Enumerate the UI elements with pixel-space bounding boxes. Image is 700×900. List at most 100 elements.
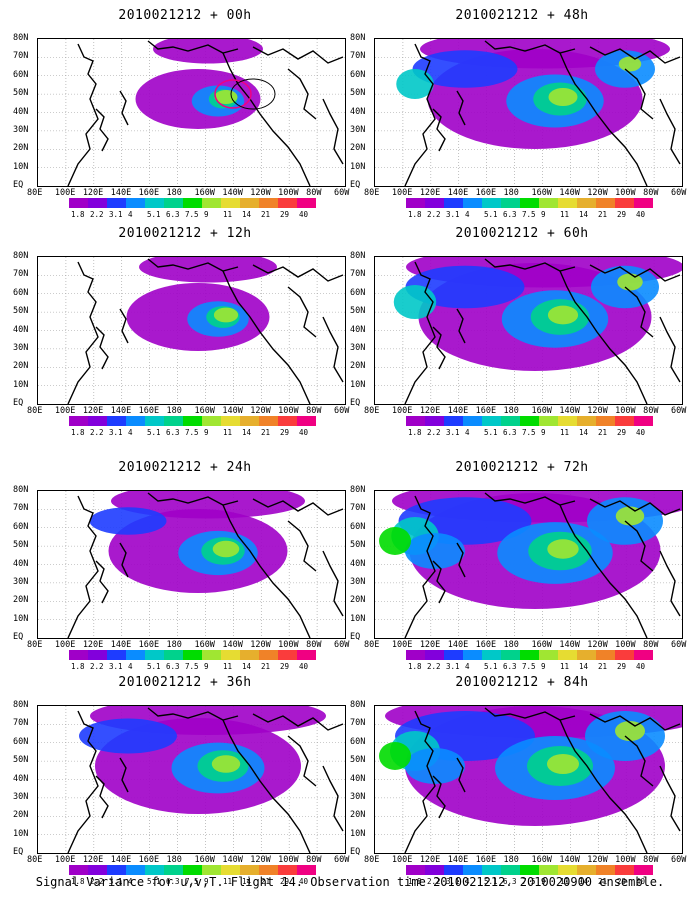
- coastline: [95, 108, 109, 152]
- colorbar-swatch: [596, 650, 615, 660]
- x-tick-label: 120E: [82, 855, 104, 865]
- x-tick-label: 100E: [391, 855, 413, 865]
- colorbar-label: 11: [560, 428, 570, 437]
- x-tick-label: 120W: [250, 406, 271, 416]
- x-tick-label: 160E: [138, 855, 160, 865]
- colorbar-label: 2.2: [90, 662, 104, 671]
- colorbar-swatch: [278, 650, 297, 660]
- x-tick-label: 80E: [27, 640, 43, 650]
- coastline: [404, 710, 436, 853]
- colorbar-swatch: [202, 416, 221, 426]
- colorbar-label: 7.5: [185, 210, 199, 219]
- colorbar-label: 40: [636, 210, 646, 219]
- x-tick-label: 160E: [138, 406, 160, 416]
- x-tick-label: 160E: [138, 640, 160, 650]
- colorbar-swatch: [463, 865, 482, 875]
- y-tick-label: 40N: [350, 558, 366, 569]
- y-tick-label: 60N: [13, 287, 29, 298]
- colorbar-swatch: [444, 198, 463, 208]
- y-tick-label: 40N: [13, 106, 29, 117]
- x-tick-label: 100W: [278, 640, 299, 650]
- x-tick-label: 180: [166, 855, 182, 865]
- colorbar: [69, 416, 316, 426]
- colorbar-label: 29: [280, 210, 290, 219]
- coastline: [95, 560, 109, 604]
- colorbar-label: 11: [223, 210, 233, 219]
- x-tick-label: 160W: [194, 640, 215, 650]
- x-tick-label: 140W: [222, 188, 243, 198]
- colorbar-swatch: [183, 865, 202, 875]
- y-tick-label: 80N: [13, 700, 29, 710]
- colorbar-swatch: [444, 416, 463, 426]
- y-tick-label: 30N: [350, 791, 366, 802]
- y-tick-label: 60N: [13, 521, 29, 532]
- coastline: [659, 550, 681, 617]
- colorbar-label: 29: [280, 877, 290, 886]
- colorbar-swatch: [259, 865, 278, 875]
- x-tick-label: 60W: [334, 640, 350, 650]
- variance-region: [393, 285, 437, 319]
- y-tick-label: 20N: [13, 810, 29, 821]
- colorbar-label: 1.8: [71, 210, 85, 219]
- variance-region: [548, 88, 578, 106]
- colorbar-label: 11: [560, 877, 570, 886]
- coastline: [659, 765, 681, 832]
- coastline: [589, 713, 681, 731]
- coastline: [252, 713, 344, 731]
- y-tick-label: 20N: [350, 595, 366, 606]
- y-tick-label: 70N: [13, 51, 29, 62]
- variance-region: [211, 755, 241, 773]
- colorbar-label: 4: [128, 662, 133, 671]
- x-tick-label: 180: [503, 640, 519, 650]
- variance-map: [374, 705, 683, 854]
- y-tick-label: 20N: [13, 361, 29, 372]
- colorbar: [69, 650, 316, 660]
- colorbar-swatch: [164, 650, 183, 660]
- y-tick-label: EQ: [13, 847, 24, 857]
- colorbar-label: 5.1: [147, 877, 161, 886]
- colorbar-swatch: [501, 865, 520, 875]
- coastline: [559, 270, 648, 404]
- colorbar-label: 11: [560, 210, 570, 219]
- colorbar-swatch: [406, 416, 425, 426]
- variance-region: [111, 491, 305, 519]
- colorbar-swatch: [444, 865, 463, 875]
- coastline: [432, 108, 446, 152]
- y-tick-label: 50N: [350, 540, 366, 551]
- colorbar-label: 21: [598, 210, 608, 219]
- y-tick-label: 50N: [350, 306, 366, 317]
- colorbar-label: 29: [280, 428, 290, 437]
- variance-region: [213, 307, 239, 323]
- x-tick-label: 160E: [475, 640, 497, 650]
- variance-region: [618, 56, 642, 72]
- colorbar-label: 29: [617, 877, 627, 886]
- coastline: [67, 261, 99, 404]
- colorbar-swatch: [596, 865, 615, 875]
- x-tick-label: 140W: [559, 855, 580, 865]
- colorbar-label: 40: [299, 428, 309, 437]
- map-panel: 2010021212 + 48h 80N 70N 60N 50N 40N 30N 20N 10N…: [350, 0, 692, 222]
- variance-region: [396, 69, 434, 99]
- x-tick-label: 140W: [222, 640, 243, 650]
- x-tick-label: 180: [503, 406, 519, 416]
- colorbar-swatch: [634, 650, 653, 660]
- colorbar-label: 7.5: [522, 428, 536, 437]
- coastline: [559, 52, 648, 186]
- y-tick-label: 10N: [13, 379, 29, 390]
- colorbar-swatch: [240, 416, 259, 426]
- coastline: [67, 710, 99, 853]
- colorbar-label: 4: [465, 662, 470, 671]
- colorbar-label: 2.2: [90, 210, 104, 219]
- x-tick-label: 80E: [364, 640, 380, 650]
- x-tick-label: 60W: [334, 188, 350, 198]
- colorbar: [69, 198, 316, 208]
- colorbar-swatch: [221, 650, 240, 660]
- colorbar-label: 3.1: [446, 877, 460, 886]
- y-tick-label: EQ: [13, 632, 24, 642]
- colorbar-swatch: [406, 865, 425, 875]
- colorbar: [406, 198, 653, 208]
- x-tick-label: 60W: [334, 855, 350, 865]
- variance-region: [79, 718, 177, 754]
- x-tick-label: 60W: [671, 406, 687, 416]
- colorbar-swatch: [88, 865, 107, 875]
